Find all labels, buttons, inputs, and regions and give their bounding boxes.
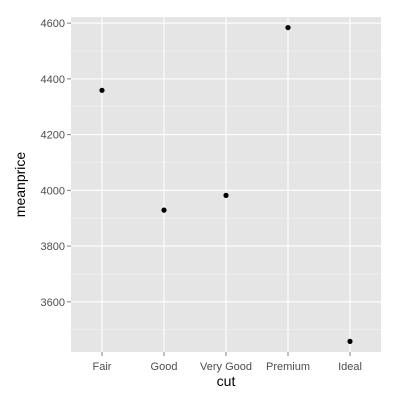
y-tick-label: 3800 (41, 241, 65, 253)
x-tick-label: Ideal (338, 361, 362, 373)
x-axis-title: cut (217, 373, 236, 389)
x-tick-label: Good (151, 361, 178, 373)
y-tick-label: 4400 (41, 74, 65, 86)
y-tick-label: 4600 (41, 18, 65, 30)
y-tick-label: 4000 (41, 185, 65, 197)
data-point (99, 87, 105, 93)
data-point (223, 192, 229, 198)
y-axis-title: meanprice (12, 152, 28, 218)
data-point (285, 24, 291, 31)
data-points (99, 24, 353, 345)
x-tick-label: Premium (266, 361, 310, 373)
x-tick-label: Very Good (200, 361, 252, 373)
y-tick-label: 3600 (41, 297, 65, 309)
y-tick-label: 4200 (41, 130, 65, 142)
major-gridlines (71, 17, 381, 352)
x-tick-label: Fair (93, 361, 112, 373)
x-axis-ticks: Fair Good Very Good Premium Ideal (93, 352, 362, 373)
data-point (347, 338, 353, 345)
data-point (161, 207, 167, 213)
y-axis-ticks: 3600 3800 4000 4200 4400 4600 (41, 18, 71, 309)
